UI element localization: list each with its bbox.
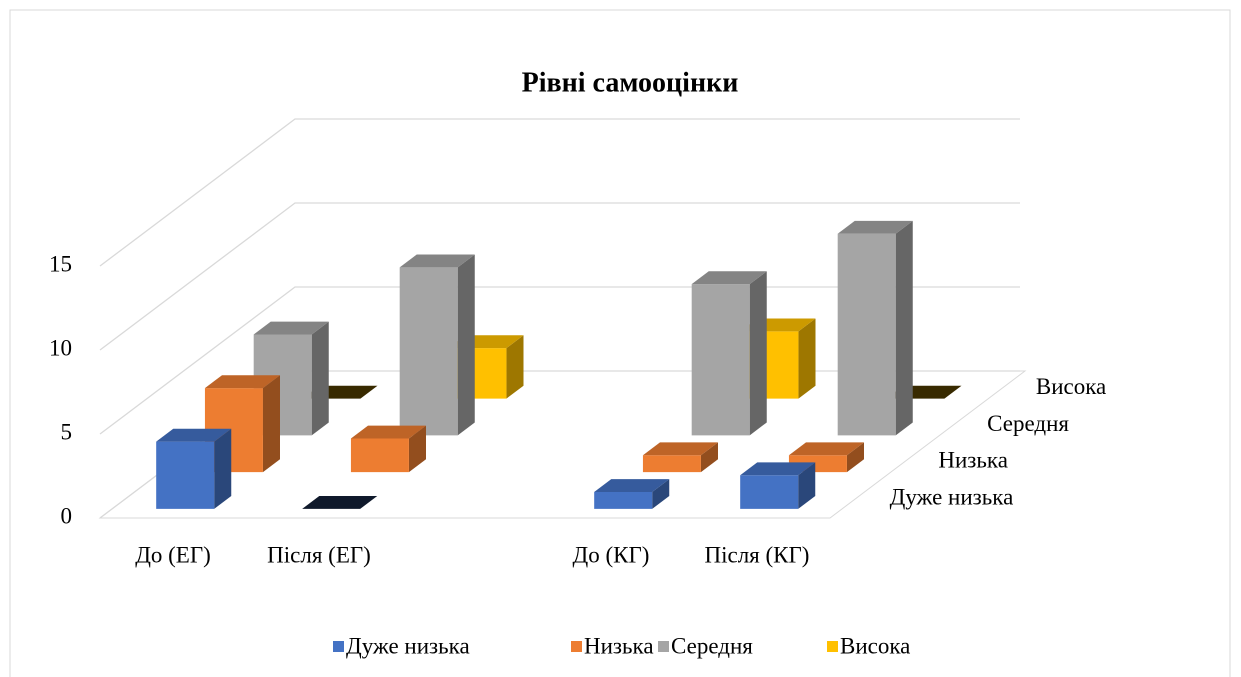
- bar: [594, 479, 670, 509]
- legend-label: Дуже низька: [346, 633, 470, 658]
- bar: [837, 220, 913, 436]
- bar-side: [506, 335, 524, 399]
- bar-front: [740, 475, 799, 509]
- y-tick-label: 15: [49, 251, 72, 276]
- bar: [156, 428, 232, 509]
- bar-front: [594, 492, 653, 509]
- bar-top: [253, 321, 329, 335]
- x-tick-label: Після (КГ): [705, 542, 810, 567]
- legend-swatch: [333, 641, 344, 652]
- bar-top: [204, 375, 280, 389]
- bar-side: [652, 479, 670, 509]
- bar-top: [642, 442, 718, 456]
- bar: [740, 462, 816, 509]
- bar-top: [740, 462, 816, 476]
- x-tick-label: До (КГ): [573, 542, 650, 567]
- legend-label: Висока: [840, 633, 910, 658]
- bar-side: [311, 321, 329, 436]
- legend-label: Середня: [671, 633, 753, 658]
- bar-side: [214, 428, 232, 509]
- bar-top: [691, 271, 767, 285]
- bar-top: [156, 428, 232, 442]
- bar: [691, 271, 767, 436]
- series-axis-label: Дуже низька: [890, 484, 1014, 509]
- bar-top: [837, 220, 913, 234]
- bar-side: [749, 271, 767, 436]
- series-axis-label: Середня: [987, 411, 1069, 436]
- series-axis-label: Висока: [1036, 374, 1106, 399]
- legend-label: Низька: [584, 633, 654, 658]
- legend-swatch: [658, 641, 669, 652]
- grid-line: [99, 118, 1020, 267]
- bar-side: [700, 442, 718, 473]
- y-tick-label: 0: [61, 503, 73, 528]
- bar-side: [798, 462, 816, 509]
- bar-side: [846, 442, 864, 473]
- bar-top: [788, 442, 864, 456]
- series-axis-label: Низька: [938, 448, 1008, 473]
- x-tick-label: До (ЕГ): [135, 542, 211, 567]
- bar-top: [399, 254, 475, 268]
- bar-front: [156, 441, 215, 509]
- x-tick-label: Після (ЕГ): [267, 542, 371, 567]
- bar-side: [798, 318, 816, 399]
- bar-front: [837, 233, 896, 436]
- bar: [350, 425, 426, 473]
- bar-side: [408, 425, 426, 473]
- bar-front: [691, 284, 750, 436]
- bar-side: [457, 254, 475, 436]
- legend-swatch: [827, 641, 838, 652]
- chart-title: Рівні самооцінки: [522, 67, 739, 98]
- y-tick-label: 5: [61, 419, 73, 444]
- bar: [642, 442, 718, 473]
- bar-front: [350, 438, 409, 473]
- bar-side: [895, 220, 913, 436]
- bar-side: [262, 375, 280, 473]
- grid-line: [99, 202, 1020, 351]
- bar-top: [594, 479, 670, 493]
- y-tick-label: 10: [49, 335, 72, 360]
- bar: [302, 495, 378, 509]
- bar: [399, 254, 475, 436]
- chart-frame: [9, 9, 1231, 677]
- bar-front: [642, 455, 701, 473]
- legend-swatch: [571, 641, 582, 652]
- bar-top: [302, 495, 378, 509]
- bar-front: [399, 267, 458, 436]
- grid-line: [99, 286, 1020, 435]
- bar-top: [350, 425, 426, 439]
